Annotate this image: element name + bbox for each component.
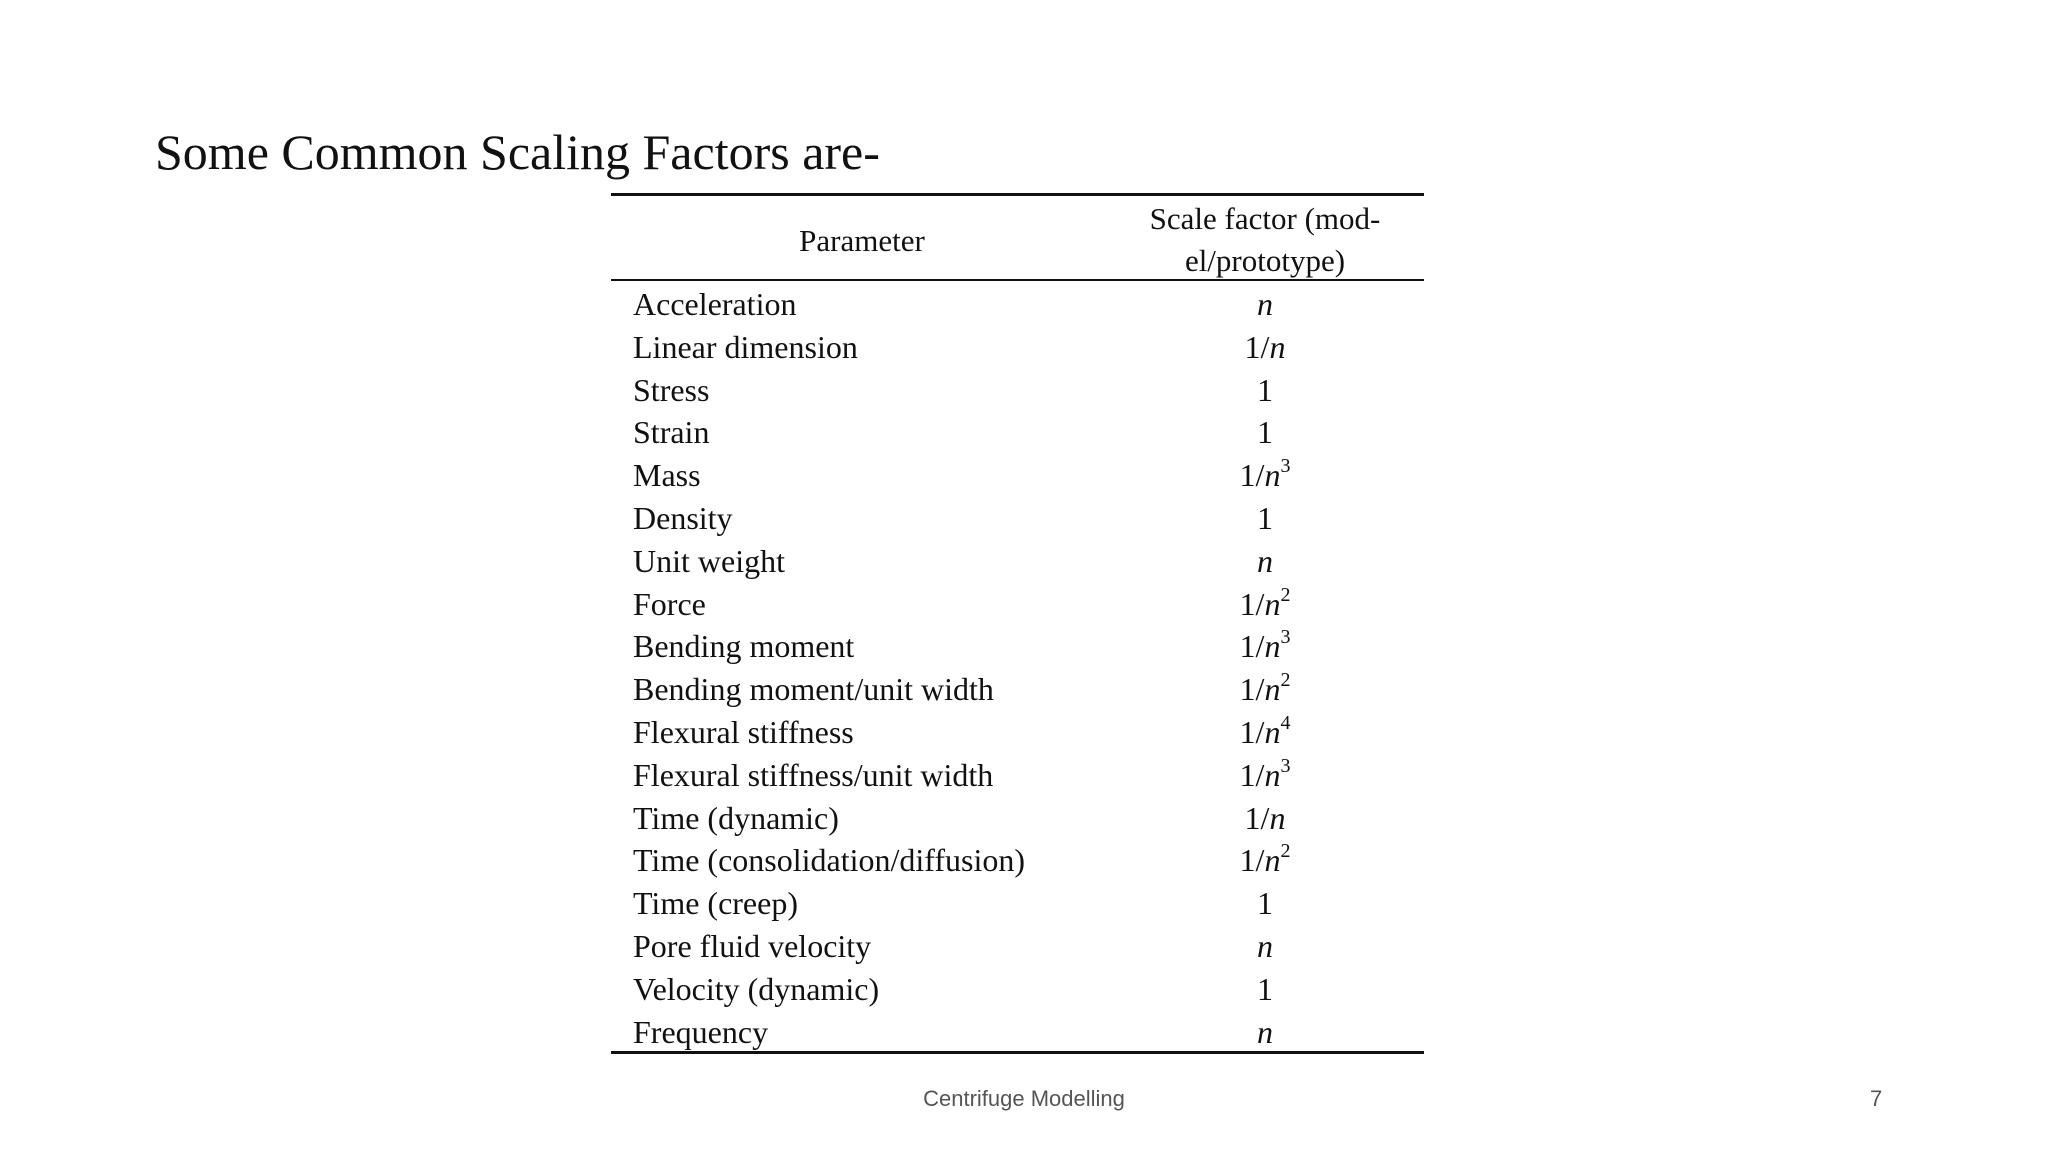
scale-value: 1/n	[1244, 328, 1286, 365]
scale-value: 1/n	[1239, 585, 1281, 622]
scale-value: 1/n	[1244, 799, 1286, 836]
scale-value: 1/n	[1239, 756, 1281, 793]
table-row: Linear dimension 1/n	[611, 326, 1424, 369]
scale-value: n	[1257, 542, 1273, 579]
table-row: Velocity (dynamic) 1	[611, 968, 1424, 1011]
scale-value: 1	[1257, 371, 1273, 408]
scale-cell: 1/n	[1245, 797, 1286, 840]
parameter-cell: Acceleration	[633, 286, 797, 322]
parameter-cell: Flexural stiffness	[633, 714, 854, 750]
parameter-cell: Velocity (dynamic)	[633, 970, 880, 1007]
bottom-rule	[611, 1051, 1424, 1054]
scale-exponent: 2	[1280, 840, 1291, 863]
scale-cell: 1	[1257, 882, 1273, 925]
header-line: Scale factor (mod-	[1149, 201, 1381, 236]
table-row: Force 1/n2	[611, 583, 1424, 626]
parameter-cell: Time (dynamic)	[633, 799, 839, 836]
table-row: Unit weight n	[611, 540, 1424, 583]
parameter-cell: Bending moment/unit width	[633, 671, 994, 708]
scale-value: 1/n	[1239, 457, 1281, 494]
table-row: Strain 1	[611, 411, 1424, 454]
scale-cell: n	[1257, 540, 1273, 583]
scale-cell: 1	[1257, 497, 1273, 540]
scale-cell: 1	[1257, 369, 1273, 412]
table-row: Density 1	[611, 497, 1424, 540]
scale-cell: 1/n3	[1240, 754, 1291, 797]
page-number: 7	[1870, 1086, 1883, 1111]
parameter-cell: Pore fluid velocity	[633, 928, 872, 964]
scale-value: 1	[1257, 500, 1273, 536]
scale-value: n	[1257, 286, 1273, 322]
header-parameter: Parameter	[799, 223, 925, 258]
scale-value: 1	[1257, 885, 1273, 922]
slide-title: Some Common Scaling Factors are-	[155, 124, 880, 180]
scale-value: 1	[1257, 414, 1273, 451]
scale-value: 1/n	[1239, 671, 1281, 708]
scale-cell: 1/n4	[1240, 711, 1291, 754]
table-row: Stress 1	[611, 369, 1424, 412]
scale-exponent: 3	[1280, 626, 1291, 649]
footer: Centrifuge Modelling	[923, 1086, 1125, 1111]
table-row: Bending moment/unit width 1/n2	[611, 668, 1424, 711]
table-row: Time (dynamic) 1/n	[611, 797, 1424, 840]
scale-cell: 1/n3	[1240, 454, 1291, 497]
table-row: Mass 1/n3	[611, 454, 1424, 497]
scale-cell: 1/n3	[1240, 625, 1291, 668]
top-rule	[611, 193, 1424, 196]
scale-cell: n	[1257, 283, 1273, 326]
scale-value: 1	[1257, 970, 1273, 1007]
parameter-cell: Linear dimension	[633, 328, 858, 365]
header-scale-factor: Scale factor (mod- el/prototype)	[1115, 198, 1415, 282]
parameter-cell: Unit weight	[633, 542, 785, 579]
scale-exponent: 2	[1280, 669, 1291, 692]
scale-exponent: 4	[1280, 712, 1291, 734]
table-row: Pore fluid velocity n	[611, 925, 1424, 968]
table-row: Time (consolidation/diffusion) 1/n2	[611, 839, 1424, 882]
parameter-cell: Flexural stiffness/unit width	[633, 756, 994, 793]
scale-value: 1/n	[1239, 628, 1281, 665]
scale-cell: 1/n2	[1240, 583, 1291, 626]
scale-cell: n	[1257, 925, 1273, 968]
scale-value: n	[1257, 1013, 1273, 1050]
scale-exponent: 3	[1280, 455, 1291, 478]
parameter-cell: Strain	[633, 414, 710, 451]
scale-exponent: 3	[1280, 754, 1291, 777]
scale-value: 1/n	[1239, 842, 1281, 879]
table-row: Flexural stiffness 1/n4	[611, 711, 1424, 754]
table-row: Flexural stiffness/unit width 1/n3	[611, 754, 1424, 797]
parameter-cell: Mass	[633, 457, 701, 494]
table-row: Acceleration n	[611, 283, 1424, 326]
scale-cell: 1/n	[1245, 326, 1286, 369]
header-rule	[611, 279, 1424, 281]
scale-cell: 1/n2	[1240, 668, 1291, 711]
scale-value: 1/n	[1239, 714, 1281, 750]
parameter-cell: Force	[633, 585, 706, 622]
scale-cell: 1	[1257, 411, 1273, 454]
table-row: Time (creep) 1	[611, 882, 1424, 925]
parameter-cell: Frequency	[633, 1013, 769, 1050]
parameter-cell: Stress	[633, 371, 710, 408]
scale-value: n	[1257, 928, 1273, 964]
scale-exponent: 2	[1280, 583, 1291, 606]
scale-cell: n	[1257, 1011, 1273, 1054]
parameter-cell: Time (consolidation/diffusion)	[633, 842, 1025, 879]
table-row: Frequency n	[611, 1011, 1424, 1054]
scale-cell: 1/n2	[1240, 839, 1291, 882]
scale-cell: 1	[1257, 968, 1273, 1011]
parameter-cell: Density	[633, 500, 733, 536]
parameter-cell: Bending moment	[633, 628, 855, 665]
table-row: Bending moment 1/n3	[611, 625, 1424, 668]
header-line: el/prototype)	[1184, 243, 1346, 278]
parameter-cell: Time (creep)	[633, 885, 798, 922]
